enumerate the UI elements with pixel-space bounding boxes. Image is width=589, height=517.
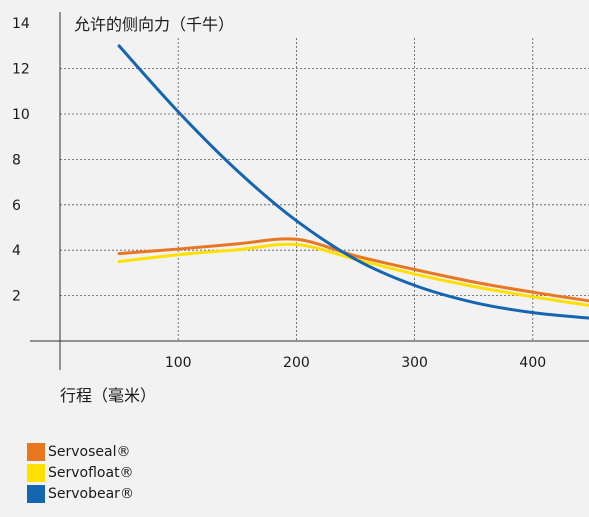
- tick-labels: 2 4 6 8 10 12 14 100 200 300 400: [12, 16, 546, 371]
- x-tick-label: 400: [519, 355, 546, 371]
- legend: Servoseal® Servofloat® Servobear®: [27, 441, 134, 504]
- y-tick-label: 6: [12, 198, 21, 214]
- legend-swatch-servobear: [27, 484, 45, 503]
- series-line-servobear: [117, 44, 589, 320]
- axes: [30, 12, 589, 370]
- x-tick-label: 100: [165, 355, 192, 371]
- y-tick-label: 8: [12, 152, 21, 168]
- series-line-servofloat: [117, 242, 589, 307]
- y-tick-label: 14: [12, 16, 30, 32]
- grid: [60, 38, 589, 341]
- legend-label-servobear: Servobear®: [48, 485, 134, 502]
- y-axis-title: 允许的侧向力（千牛）: [74, 15, 234, 34]
- y-tick-label: 4: [12, 243, 21, 259]
- legend-item-servofloat: Servofloat®: [27, 462, 134, 483]
- legend-item-servobear: Servobear®: [27, 483, 134, 504]
- legend-swatch-servofloat: [27, 463, 45, 482]
- series-layer: [117, 44, 589, 320]
- x-tick-label: 200: [283, 355, 310, 371]
- y-tick-label: 10: [12, 107, 30, 123]
- y-tick-label: 2: [12, 289, 21, 305]
- legend-item-servoseal: Servoseal®: [27, 441, 134, 462]
- x-axis-title: 行程（毫米）: [60, 386, 156, 405]
- legend-label-servofloat: Servofloat®: [48, 464, 134, 481]
- series-line-servoseal: [117, 237, 589, 303]
- legend-label-servoseal: Servoseal®: [48, 443, 131, 460]
- x-tick-label: 300: [401, 355, 428, 371]
- legend-swatch-servoseal: [27, 442, 45, 461]
- y-tick-label: 12: [12, 62, 30, 78]
